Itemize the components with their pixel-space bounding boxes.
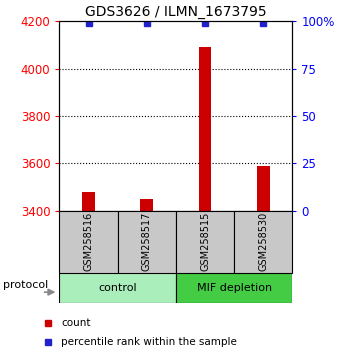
Text: GSM258517: GSM258517 — [142, 212, 152, 271]
Text: protocol: protocol — [3, 280, 48, 290]
Bar — [59, 211, 118, 273]
Bar — [176, 273, 292, 303]
Bar — [176, 211, 234, 273]
Text: GSM258516: GSM258516 — [84, 212, 94, 271]
Bar — [118, 211, 176, 273]
Bar — [140, 199, 153, 211]
Text: GSM258530: GSM258530 — [258, 212, 268, 271]
Text: control: control — [98, 282, 137, 293]
Bar — [59, 273, 176, 303]
Text: MIF depletion: MIF depletion — [197, 282, 272, 293]
Text: percentile rank within the sample: percentile rank within the sample — [61, 337, 237, 347]
Bar — [82, 192, 95, 211]
Bar — [257, 166, 270, 211]
Text: GSM258515: GSM258515 — [200, 212, 210, 271]
Text: count: count — [61, 318, 91, 328]
Bar — [199, 47, 211, 211]
Title: GDS3626 / ILMN_1673795: GDS3626 / ILMN_1673795 — [85, 5, 267, 19]
Bar — [234, 211, 292, 273]
